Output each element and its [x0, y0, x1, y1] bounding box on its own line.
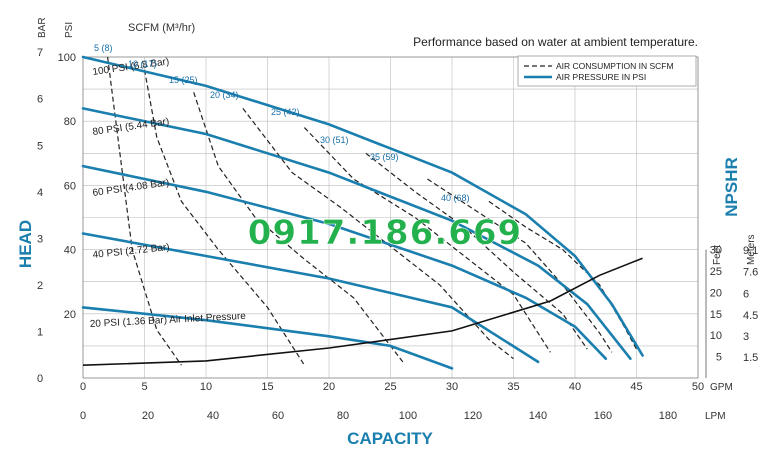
- psi-unit: PSI: [64, 22, 75, 38]
- gpm-tick-label: 5: [141, 381, 147, 393]
- pressure-series-label: 40 PSI (2.72 Bar): [92, 242, 170, 261]
- lpm-tick-label: 180: [659, 410, 677, 422]
- npshr-feet-tick-label: 20: [710, 287, 722, 299]
- bar-tick-label: 0: [37, 373, 43, 385]
- air-pressure-line: [81, 306, 454, 370]
- npshr-meters-tick-label: 1.5: [743, 352, 758, 364]
- air-consumption-curves: [107, 56, 638, 366]
- axis-labels: 0 5 10 15 20 25 30 35 40 45 500 20 40 60 80 100 120 140 16…: [37, 47, 758, 422]
- bar-tick-label: 3: [37, 233, 43, 245]
- lpm-tick-label: 20: [142, 410, 154, 422]
- air-consumption-line: [303, 127, 551, 353]
- air-consumption-line: [242, 108, 514, 360]
- bar-tick-label: 1: [37, 326, 43, 338]
- air-series-label: 15 (25): [169, 75, 198, 85]
- npshr-meters-tick-label: 4.5: [743, 310, 758, 322]
- air-series-label: 30 (51): [320, 135, 349, 145]
- y-axis-title: HEAD: [16, 220, 35, 268]
- psi-tick-label: 80: [64, 116, 76, 128]
- lpm-tick-label: 120: [464, 410, 482, 422]
- gpm-tick-label: 25: [384, 381, 396, 393]
- psi-tick-label: 100: [58, 52, 76, 64]
- pressure-series-label: 60 PSI (4.08 Bar): [92, 177, 170, 199]
- lpm-unit: LPM: [705, 411, 726, 422]
- air-pressure-curves: [81, 55, 644, 370]
- legend-label-air: AIR CONSUMPTION IN SCFM: [556, 61, 674, 71]
- npshr-meters-tick-label: 6: [743, 289, 749, 301]
- air-series-label: 25 (42): [271, 107, 300, 117]
- bar-unit: BAR: [37, 17, 48, 38]
- lpm-tick-label: 0: [80, 410, 86, 422]
- lpm-tick-label: 60: [272, 410, 284, 422]
- air-pressure-line: [81, 232, 540, 364]
- air-consumption-line: [143, 69, 305, 366]
- lpm-tick-label: 160: [594, 410, 612, 422]
- npshr-line: [82, 257, 643, 366]
- gpm-tick-label: 0: [80, 381, 86, 393]
- gpm-tick-label: 30: [446, 381, 458, 393]
- legend-label-pressure: AIR PRESSURE IN PSI: [556, 72, 646, 82]
- lpm-tick-label: 100: [399, 410, 417, 422]
- bar-tick-label: 6: [37, 94, 43, 106]
- plot-frame: [82, 56, 699, 379]
- air-consumption-line: [107, 56, 182, 366]
- legend-box: [517, 55, 697, 87]
- air-series-label: 20 (34): [210, 90, 239, 100]
- npshr-curve: [82, 257, 643, 366]
- air-series-label: 5 (8): [94, 43, 113, 53]
- air-series-label: 35 (59): [370, 152, 399, 162]
- npshr-meters-tick-label: 3: [743, 331, 749, 343]
- air-consumption-line: [193, 92, 404, 363]
- air-consumption-line: [365, 152, 588, 350]
- npshr-meters-tick-label: 9.1: [743, 245, 758, 257]
- lpm-tick-label: 80: [337, 410, 349, 422]
- gpm-tick-label: 10: [200, 381, 212, 393]
- npshr-feet-tick-label: 5: [716, 352, 722, 364]
- bar-tick-label: 7: [37, 47, 43, 59]
- psi-tick-label: 60: [64, 180, 76, 192]
- npshr-feet-tick-label: 15: [710, 309, 722, 321]
- psi-tick-label: 40: [64, 245, 76, 257]
- air-consumption-line: [488, 200, 638, 350]
- bar-tick-label: 2: [37, 280, 43, 292]
- scfm-header: SCFM (M³/hr): [128, 22, 195, 34]
- gpm-tick-label: 50: [692, 381, 704, 393]
- psi-tick-label: 20: [64, 309, 76, 321]
- air-series-label: 40 (68): [441, 193, 470, 203]
- air-pressure-line: [81, 164, 608, 360]
- chart-title: Performance based on water at ambient te…: [413, 35, 698, 49]
- bar-tick-label: 5: [37, 140, 43, 152]
- x-axis-title: CAPACITY: [347, 429, 433, 448]
- npshr-meters-tick-label: 7.6: [743, 266, 758, 278]
- npshr-feet-tick-label: 10: [710, 330, 722, 342]
- npshr-feet-tick-label: 30: [710, 245, 722, 257]
- series-labels: 100 PSI (6.8 Bar)80 PSI (5.44 Bar)60 PSI…: [90, 43, 470, 330]
- gpm-tick-label: 40: [569, 381, 581, 393]
- legend: AIR CONSUMPTION IN SCFM AIR PRESSURE IN …: [517, 55, 697, 87]
- lpm-tick-label: 40: [207, 410, 219, 422]
- meters-unit: Meters: [746, 234, 757, 265]
- gpm-tick-label: 45: [630, 381, 642, 393]
- air-pressure-line: [81, 55, 644, 357]
- gpm-tick-label: 35: [507, 381, 519, 393]
- lpm-tick-label: 140: [529, 410, 547, 422]
- y2-axis-title: NPSHR: [722, 157, 741, 217]
- air-consumption-line: [427, 178, 613, 353]
- phone-watermark: 0917.186.669: [248, 213, 522, 253]
- npshr-feet-tick-label: 25: [710, 266, 722, 278]
- air-series-label: 10 (17): [128, 59, 157, 69]
- gpm-unit: GPM: [710, 382, 733, 393]
- gpm-tick-label: 20: [323, 381, 335, 393]
- air-pressure-line: [81, 107, 632, 360]
- feet-unit: Feet: [712, 245, 723, 265]
- gpm-tick-label: 15: [261, 381, 273, 393]
- bar-tick-label: 4: [37, 187, 43, 199]
